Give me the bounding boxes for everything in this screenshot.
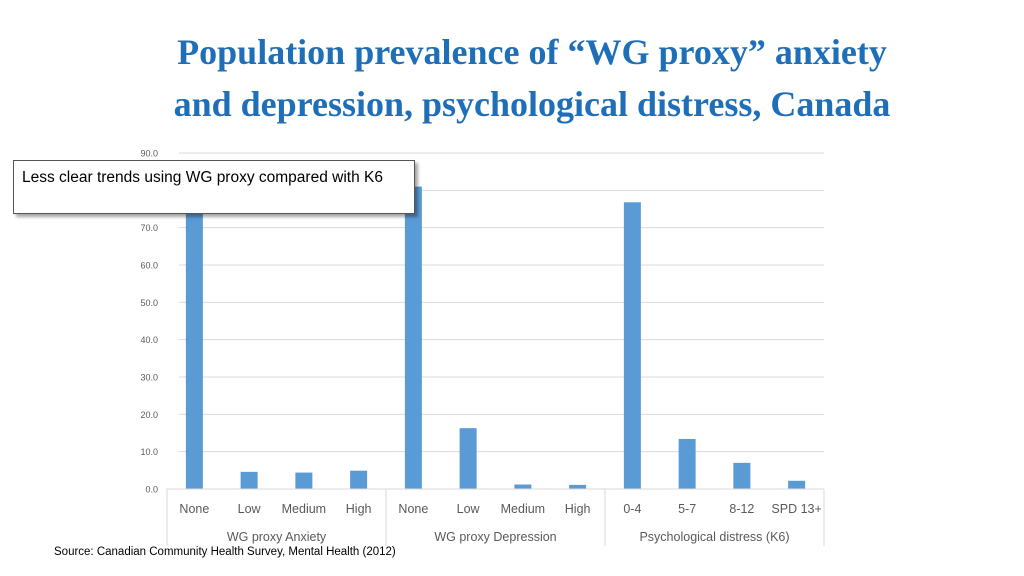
y-tick-label: 10.0	[140, 447, 158, 457]
x-group-label: WG proxy Depression	[434, 530, 556, 544]
bar	[678, 438, 696, 489]
bar	[350, 470, 368, 489]
bar	[514, 484, 532, 489]
bar	[788, 480, 806, 489]
bar	[623, 202, 641, 489]
bar	[295, 472, 313, 489]
y-tick-label: 90.0	[140, 149, 158, 159]
x-category-label: 5-7	[678, 502, 696, 516]
x-category-label: Low	[457, 502, 481, 516]
y-tick-label: 0.0	[145, 485, 158, 495]
gridlines	[179, 152, 824, 490]
bars	[185, 169, 806, 490]
x-category-label: Low	[238, 502, 262, 516]
x-category-label: SPD 13+	[771, 502, 821, 516]
title-line-1: Population prevalence of “WG proxy” anxi…	[177, 32, 887, 72]
x-group-label: WG proxy Anxiety	[227, 530, 327, 544]
y-tick-label: 30.0	[140, 373, 158, 383]
bar	[240, 471, 258, 489]
source-note: Source: Canadian Community Health Survey…	[54, 546, 396, 558]
bar	[404, 186, 422, 489]
x-category-label: High	[346, 502, 372, 516]
x-category-label: Medium	[501, 502, 545, 516]
x-axis: None Low Medium High None Low Medium High 0-4 5-7…	[166, 488, 825, 546]
bar	[569, 484, 587, 489]
x-category-label: Medium	[282, 502, 326, 516]
x-category-label: 8-12	[729, 502, 754, 516]
annotation-callout: Less clear trends using WG proxy compare…	[13, 160, 415, 214]
bar	[185, 169, 203, 490]
bar	[459, 428, 477, 489]
title-line-2: and depression, psychological distress, …	[173, 84, 891, 124]
x-category-label: None	[179, 502, 209, 516]
page-title: Population prevalence of “WG proxy” anxi…	[60, 26, 1004, 130]
bar	[733, 462, 751, 489]
x-group-label: Psychological distress (K6)	[639, 530, 789, 544]
x-category-label: High	[565, 502, 591, 516]
y-tick-label: 60.0	[140, 261, 158, 271]
y-tick-label: 70.0	[140, 223, 158, 233]
y-tick-label: 20.0	[140, 410, 158, 420]
x-category-label: 0-4	[623, 502, 641, 516]
x-category-label: None	[398, 502, 428, 516]
y-tick-label: 40.0	[140, 335, 158, 345]
y-tick-label: 50.0	[140, 298, 158, 308]
